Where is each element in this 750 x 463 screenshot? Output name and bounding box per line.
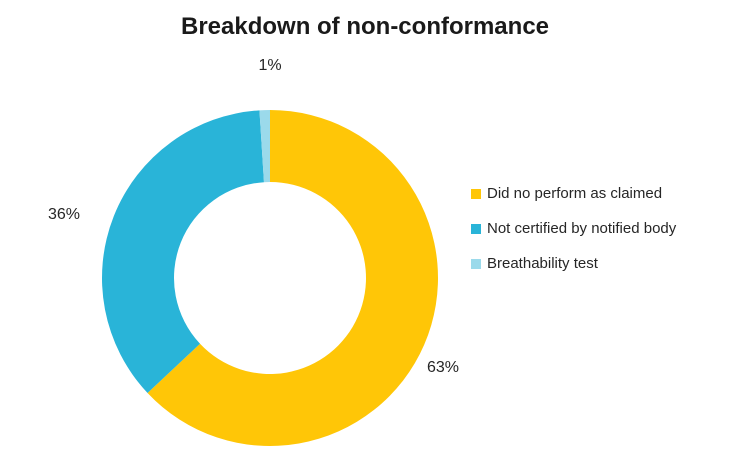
pie-slice-1 (101, 110, 264, 393)
data-label-breathability-test: 1% (258, 57, 282, 74)
chart-title: Breakdown of non-conformance (180, 13, 550, 40)
legend-label: Did no perform as claimed (487, 185, 663, 202)
legend: Did no perform as claimed Not certified … (471, 176, 676, 281)
legend-swatch-lightblue-icon (471, 258, 481, 269)
pie-slice-2 (259, 110, 270, 183)
pie-slice-0 (147, 110, 439, 446)
legend-item-did-not-perform: Did no perform as claimed (471, 176, 676, 211)
legend-label: Not certified by notified body (487, 220, 677, 237)
legend-item-breathability: Breathability test (471, 246, 676, 281)
legend-swatch-blue-icon (471, 223, 481, 234)
data-label-did-not-perform: 63% (426, 359, 460, 376)
legend-swatch-yellow-icon (471, 188, 481, 199)
legend-label: Breathability test (487, 255, 598, 272)
data-label-not-certified: 36% (47, 206, 81, 223)
legend-item-not-certified: Not certified by notified body (471, 211, 676, 246)
